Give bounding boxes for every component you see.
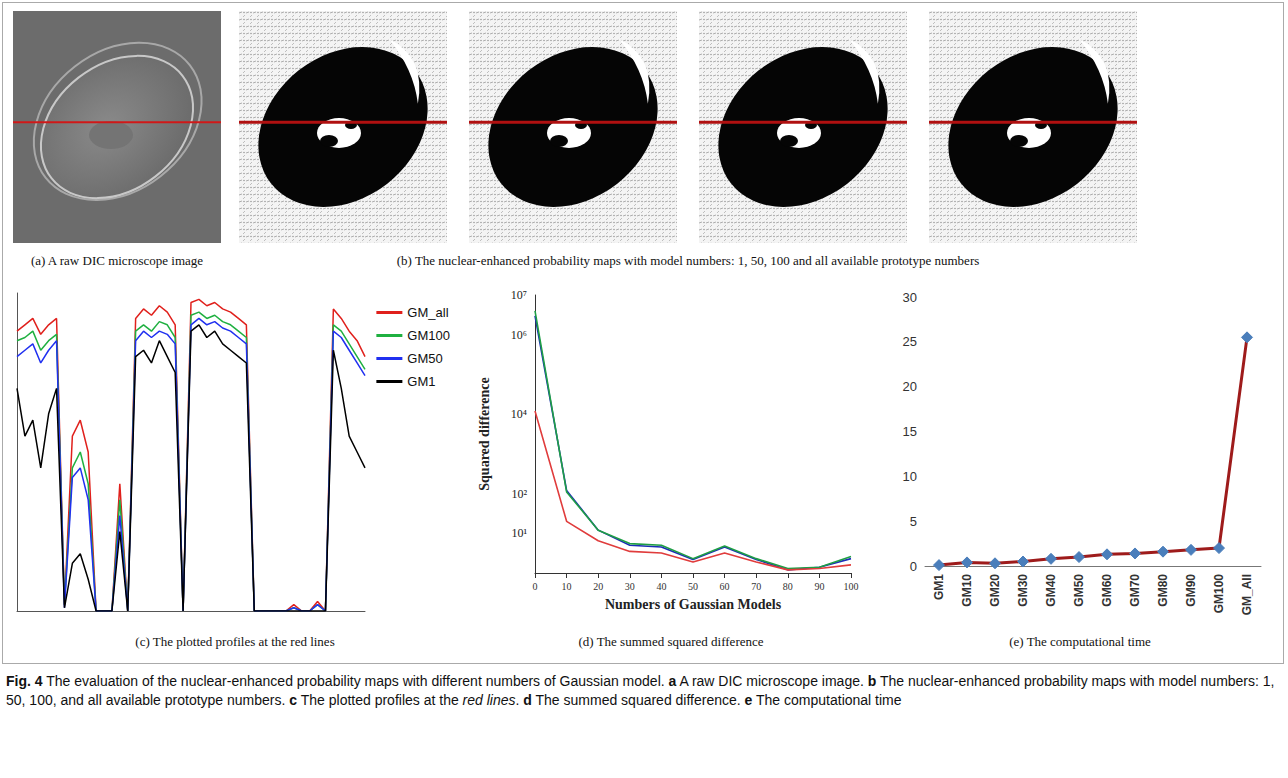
svg-text:(d) The summed squared differe: (d) The summed squared difference (578, 634, 763, 649)
svg-text:10⁷: 10⁷ (511, 288, 527, 302)
svg-text:30: 30 (625, 581, 635, 592)
svg-text:10²: 10² (511, 487, 527, 501)
svg-text:GM50: GM50 (407, 351, 442, 366)
svg-text:60: 60 (720, 581, 730, 592)
svg-text:10⁴: 10⁴ (511, 407, 527, 421)
svg-text:15: 15 (903, 424, 917, 439)
svg-text:30: 30 (903, 290, 917, 305)
svg-text:GM60: GM60 (1100, 574, 1114, 607)
svg-text:GM70: GM70 (1128, 574, 1142, 607)
svg-text:25: 25 (903, 334, 917, 349)
svg-text:GM1: GM1 (932, 574, 946, 600)
svg-text:40: 40 (656, 581, 666, 592)
svg-text:(c) The plotted profiles at th: (c) The plotted profiles at the red line… (135, 634, 334, 649)
svg-text:GM_All: GM_All (1240, 574, 1254, 615)
svg-text:GM10: GM10 (960, 574, 974, 607)
svg-text:GM40: GM40 (1044, 574, 1058, 607)
svg-text:GM1: GM1 (407, 374, 435, 389)
svg-text:10⁶: 10⁶ (511, 328, 527, 342)
svg-text:GM50: GM50 (1072, 574, 1086, 607)
svg-text:5: 5 (910, 514, 917, 529)
svg-text:(e) The computational time: (e) The computational time (1009, 634, 1151, 649)
svg-text:20: 20 (593, 581, 603, 592)
html-text:Fig. 4 The evaluation of the n: Fig. 4 The evaluation of the nuclear-enh… (6, 673, 1275, 708)
svg-text:0: 0 (910, 559, 917, 574)
svg-text:10¹: 10¹ (511, 526, 527, 540)
html-text:(b) The nuclear-enhanced proba: (b) The nuclear-enhanced probability map… (396, 253, 980, 268)
svg-text:80: 80 (783, 581, 793, 592)
svg-text:GM100: GM100 (407, 328, 450, 343)
svg-text:Numbers of Gaussian Models: Numbers of Gaussian Models (605, 597, 782, 612)
html-text:(a) A raw DIC microscope image: (a) A raw DIC microscope image (30, 253, 204, 268)
svg-text:GM100: GM100 (1212, 574, 1226, 614)
svg-text:GM20: GM20 (988, 574, 1002, 607)
svg-text:50: 50 (688, 581, 698, 592)
svg-text:90: 90 (814, 581, 824, 592)
svg-text:GM_all: GM_all (407, 305, 448, 320)
svg-text:20: 20 (903, 379, 917, 394)
svg-text:Squared difference: Squared difference (477, 377, 492, 490)
svg-text:10: 10 (562, 581, 572, 592)
svg-text:70: 70 (751, 581, 761, 592)
svg-text:GM90: GM90 (1184, 574, 1198, 607)
svg-text:GM80: GM80 (1156, 574, 1170, 607)
svg-text:0: 0 (533, 581, 538, 592)
svg-text:10: 10 (903, 469, 917, 484)
svg-text:GM30: GM30 (1016, 574, 1030, 607)
svg-text:100: 100 (844, 581, 859, 592)
